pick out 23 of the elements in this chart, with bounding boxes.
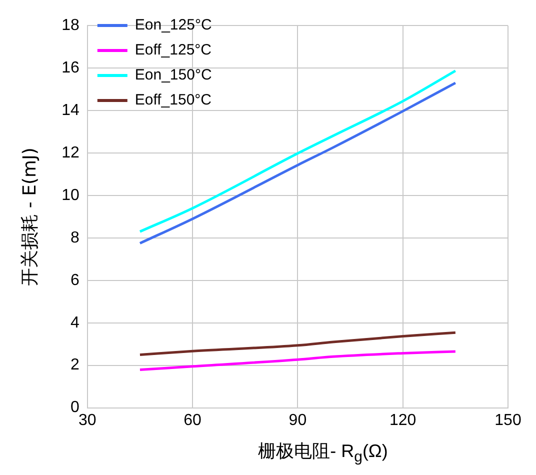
y-axis-title: 开关损耗 - E(mJ) xyxy=(19,148,40,286)
x-tick-label: 30 xyxy=(78,412,96,429)
y-tick-label: 2 xyxy=(70,356,80,374)
x-tick-label: 90 xyxy=(288,412,307,429)
legend-label: Eon_150°C xyxy=(134,66,212,84)
y-tick-label: 12 xyxy=(62,144,80,162)
legend-label: Eoff_125°C xyxy=(134,42,212,59)
x-tick-label: 120 xyxy=(390,412,416,429)
y-tick-label: 14 xyxy=(62,102,80,119)
line-series xyxy=(138,350,457,372)
y-tick-label: 0 xyxy=(70,399,80,416)
y-tick-label: 16 xyxy=(62,59,80,76)
line-series xyxy=(138,331,457,356)
y-tick-label: 4 xyxy=(70,314,80,332)
x-tick-label: 60 xyxy=(184,412,202,429)
legend-label: Eon_125°C xyxy=(134,16,212,34)
y-tick-label: 6 xyxy=(70,272,80,289)
x-tick-label: 150 xyxy=(494,412,522,429)
y-tick-label: 18 xyxy=(62,17,80,34)
legend-label: Eoff_150°C xyxy=(134,92,212,109)
x-axis-title: 栅极电阻- R$_{g}$(Ω) xyxy=(257,440,389,466)
y-tick-label: 8 xyxy=(70,229,80,246)
y-tick-label: 10 xyxy=(62,186,80,204)
